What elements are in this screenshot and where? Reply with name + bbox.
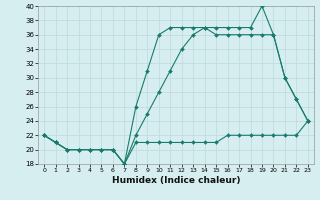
X-axis label: Humidex (Indice chaleur): Humidex (Indice chaleur) <box>112 176 240 185</box>
